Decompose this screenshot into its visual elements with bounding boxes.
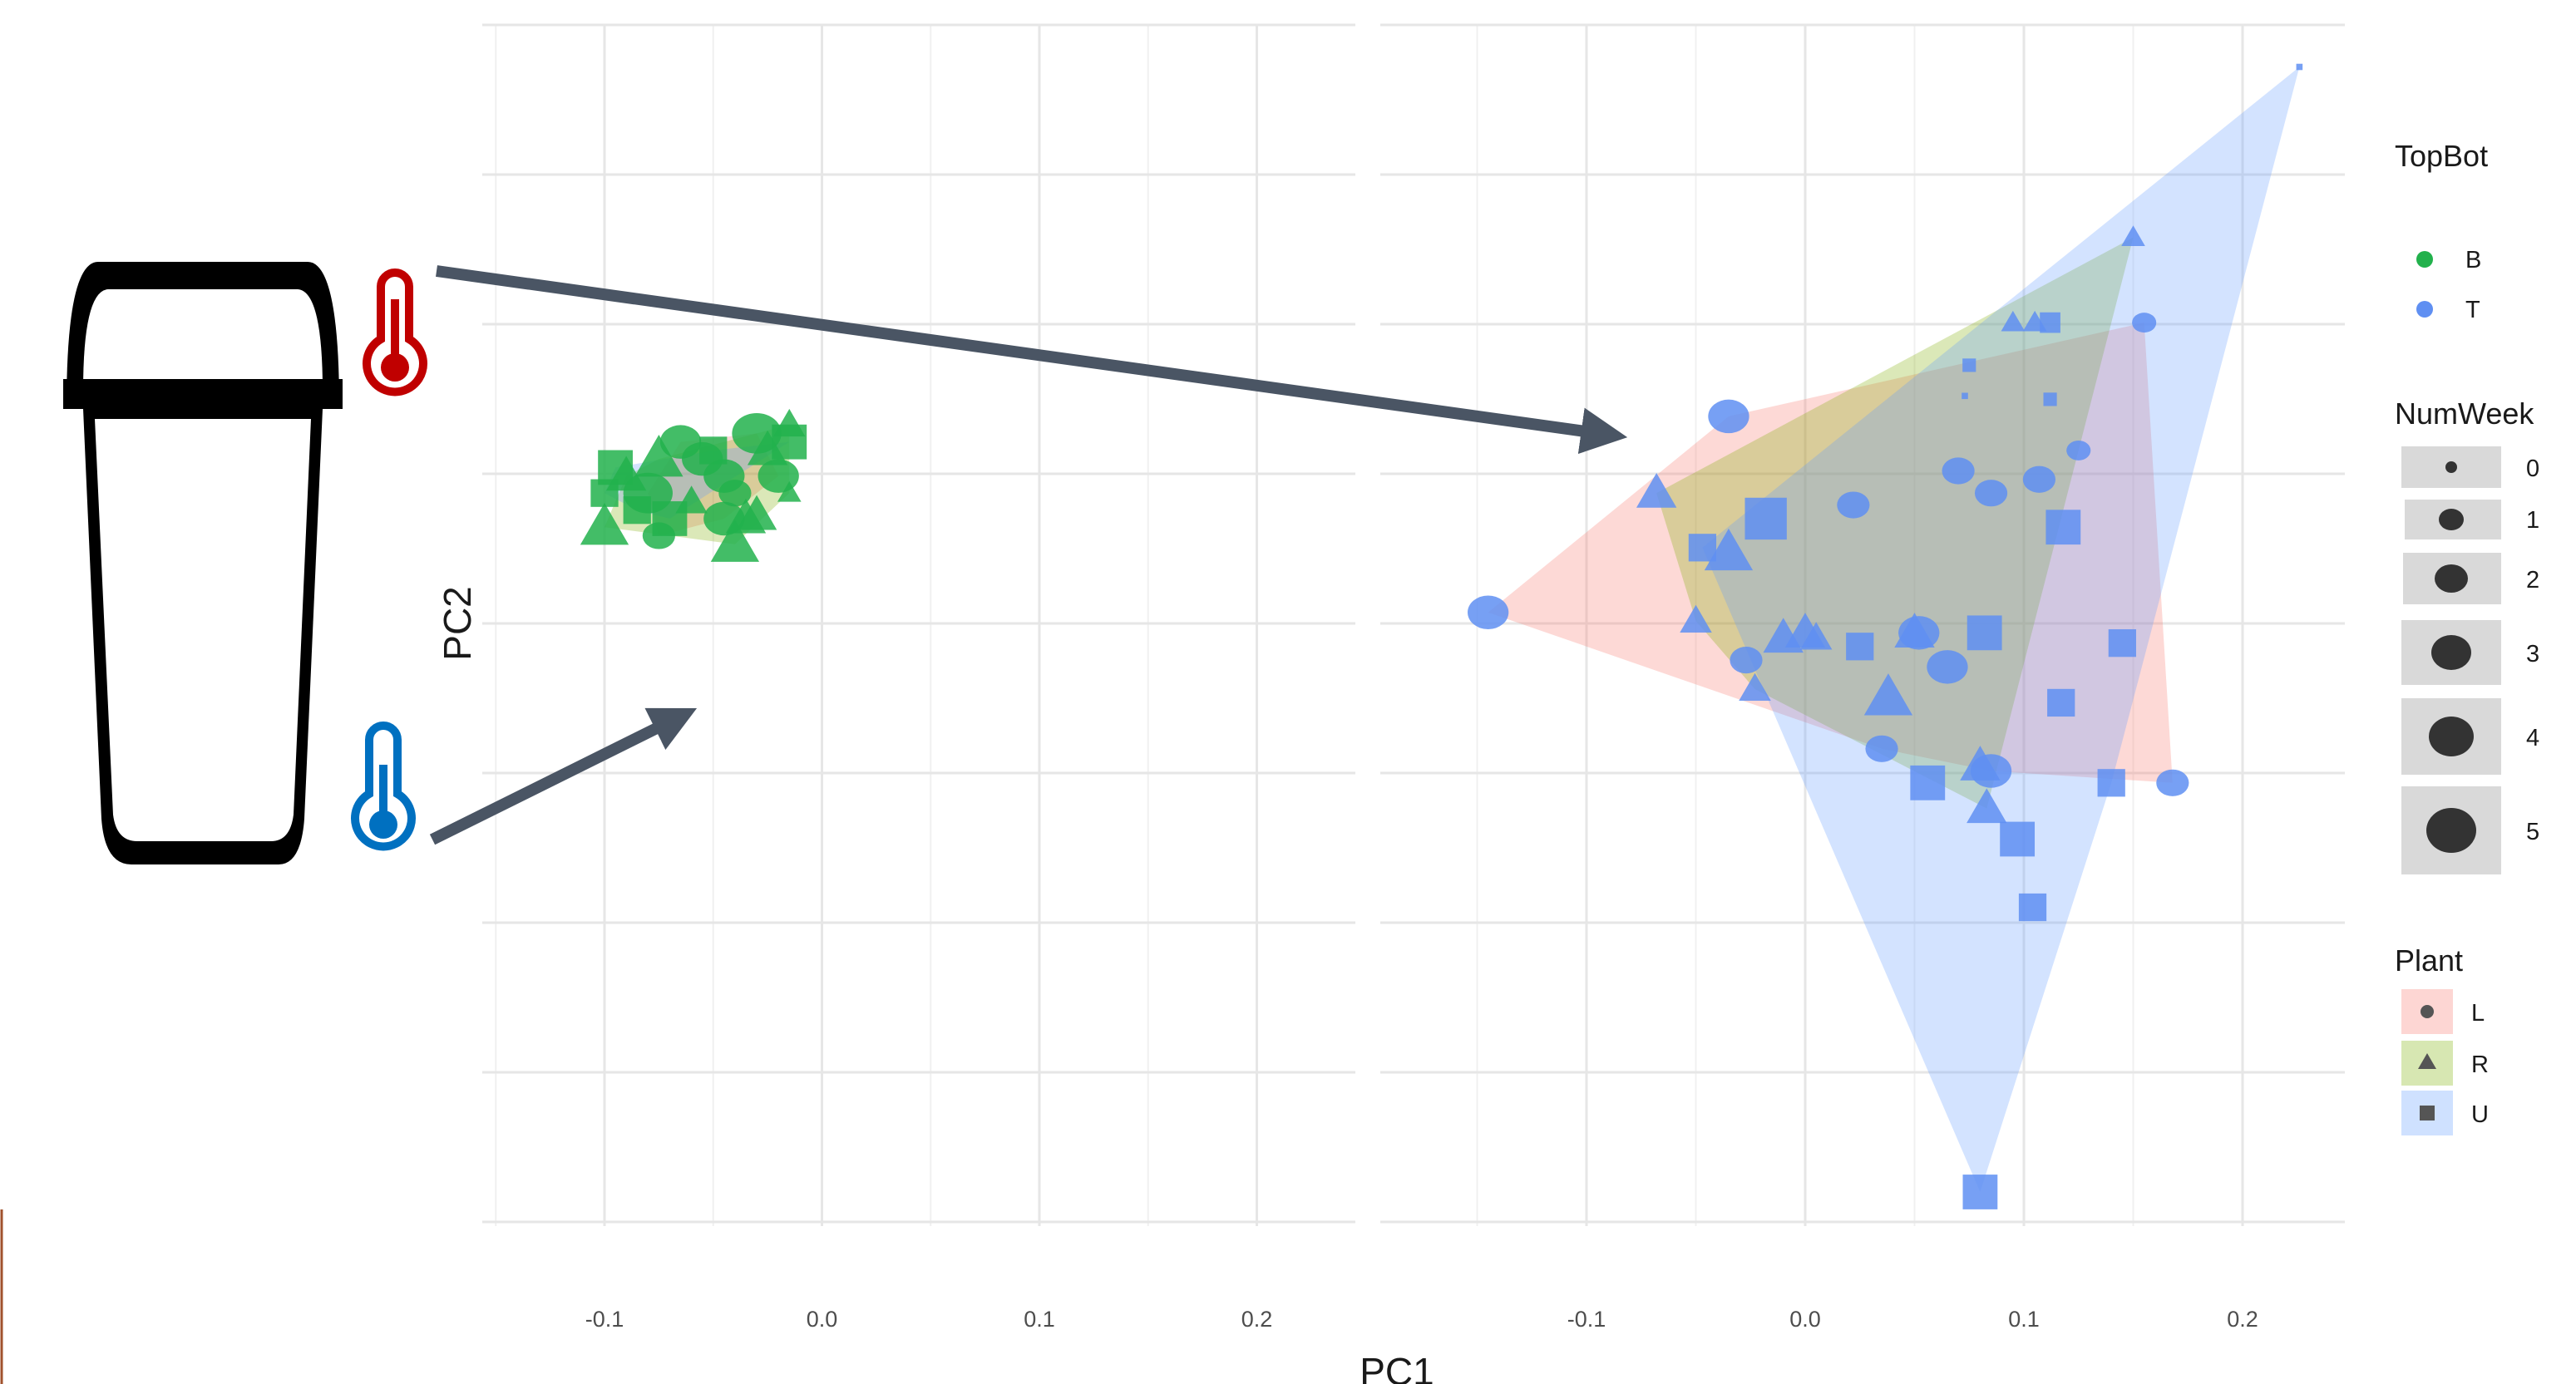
data-point xyxy=(2097,769,2125,797)
hull-L xyxy=(1488,323,2173,783)
data-point xyxy=(1974,480,2008,507)
data-point xyxy=(2043,392,2057,406)
data-point xyxy=(1970,754,2012,788)
legend-label-L: L xyxy=(2471,1000,2485,1027)
data-point xyxy=(1910,765,1946,800)
data-point xyxy=(736,495,777,530)
data-point xyxy=(1744,497,1787,540)
data-point xyxy=(1468,595,1509,629)
legend-plant: Plant L R U xyxy=(2395,943,2489,1135)
left-panel: -0.1 0.0 0.1 0.2 xyxy=(482,23,1355,1332)
data-point xyxy=(2047,688,2075,717)
legend-label-week-4: 4 xyxy=(2526,725,2539,751)
hull-R xyxy=(1656,237,2134,809)
data-point xyxy=(710,520,760,562)
legend-label-week-3: 3 xyxy=(2526,641,2539,667)
data-point xyxy=(1962,392,1968,400)
x-tick-label: -0.1 xyxy=(585,1307,624,1332)
data-point xyxy=(777,480,802,502)
data-point xyxy=(1837,491,1870,519)
cold-to-cluster-arrow xyxy=(429,707,698,845)
data-point xyxy=(2066,440,2091,461)
data-point xyxy=(2156,769,2189,796)
legend-numweek-title: NumWeek xyxy=(2395,396,2534,431)
legend-key-B xyxy=(2416,251,2433,268)
legend-label-U: U xyxy=(2471,1101,2489,1128)
data-point xyxy=(1704,528,1754,571)
data-point xyxy=(2046,510,2081,545)
data-point xyxy=(1927,650,1968,684)
legend-label-R: R xyxy=(2471,1052,2489,1078)
right-panel: -0.1 0.0 0.1 0.2 xyxy=(1380,23,2345,1332)
cup-icon xyxy=(63,262,343,864)
data-point xyxy=(642,522,675,549)
data-point xyxy=(2000,821,2036,857)
data-point xyxy=(718,480,752,507)
data-point xyxy=(2018,893,2047,922)
data-point xyxy=(1799,622,1833,650)
data-point xyxy=(1708,399,1749,434)
legend-numweek: NumWeek 0 1 2 3 4 5 xyxy=(2395,396,2539,874)
data-point xyxy=(1962,1175,1998,1209)
data-point xyxy=(1680,604,1712,633)
data-point xyxy=(1898,616,1940,650)
data-point xyxy=(623,496,651,525)
hot-thermometer-icon xyxy=(363,268,427,396)
legend-label-week-5: 5 xyxy=(2526,819,2539,845)
legend-label-week-1: 1 xyxy=(2526,507,2539,534)
legend-topbot: TopBot B T xyxy=(2395,139,2488,323)
data-point xyxy=(2040,312,2060,333)
data-point xyxy=(2132,313,2157,333)
data-point xyxy=(2121,225,2145,246)
legend-topbot-title: TopBot xyxy=(2395,139,2488,173)
x-tick-label: 0.2 xyxy=(2227,1307,2258,1332)
data-point xyxy=(2296,63,2303,71)
x-tick-label: 0.2 xyxy=(1241,1307,1273,1332)
x-tick-label: 0.1 xyxy=(2008,1307,2040,1332)
x-axis-title: PC1 xyxy=(1360,1350,1434,1384)
data-point xyxy=(772,424,807,460)
legend-label-T: T xyxy=(2465,297,2480,323)
y-axis-title: PC2 xyxy=(436,586,479,660)
data-point xyxy=(1962,358,1976,372)
data-point xyxy=(1865,735,1898,762)
data-point xyxy=(1636,472,1677,508)
data-point xyxy=(1863,673,1913,716)
data-point xyxy=(580,503,629,545)
legend-key-T xyxy=(2416,301,2433,318)
x-tick-label: 0.0 xyxy=(1789,1307,1821,1332)
x-tick-label: 0.1 xyxy=(1024,1307,1055,1332)
data-point xyxy=(1739,672,1771,702)
data-point xyxy=(2022,465,2056,493)
data-point xyxy=(1688,534,1717,562)
data-point xyxy=(1846,633,1874,661)
x-tick-label: 0.0 xyxy=(807,1307,838,1332)
legend-label-week-2: 2 xyxy=(2526,567,2539,593)
data-point xyxy=(634,435,683,477)
legend-label-B: B xyxy=(2465,247,2481,273)
data-point xyxy=(2001,310,2026,332)
legend-label-week-0: 0 xyxy=(2526,456,2539,482)
legend-plant-title: Plant xyxy=(2395,943,2463,978)
data-point xyxy=(675,485,708,514)
data-point xyxy=(1967,788,2007,824)
x-tick-label: -0.1 xyxy=(1567,1307,1606,1332)
data-point xyxy=(1967,615,2002,651)
data-point xyxy=(1942,457,1975,485)
hot-to-cluster-arrow xyxy=(436,265,1628,455)
data-point xyxy=(682,441,723,476)
cold-thermometer-icon xyxy=(351,722,416,851)
data-point xyxy=(1730,647,1763,674)
data-point xyxy=(2108,629,2136,658)
